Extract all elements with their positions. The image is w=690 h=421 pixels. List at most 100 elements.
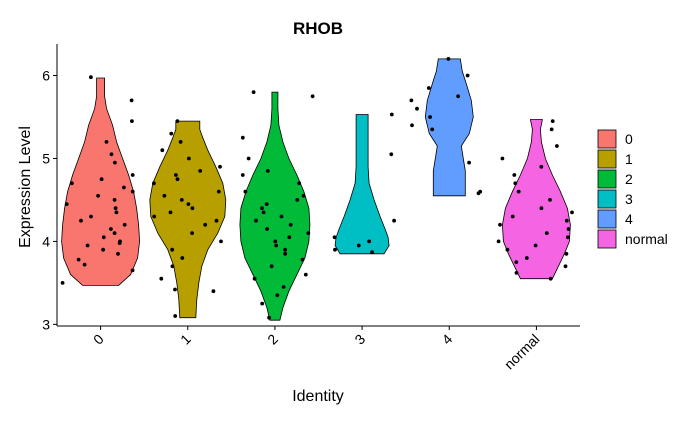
chart-title: RHOB (293, 19, 343, 38)
data-point (456, 94, 460, 99)
data-point (116, 251, 120, 256)
data-point (218, 164, 222, 169)
data-point (533, 243, 538, 248)
data-point (260, 206, 264, 211)
data-point (524, 256, 529, 260)
data-point (512, 173, 517, 177)
y-tick-label: 5 (42, 150, 50, 166)
data-point (275, 293, 280, 298)
data-point (109, 152, 114, 157)
data-point (130, 119, 134, 123)
legend-label: normal (625, 231, 668, 247)
legend-swatch (597, 229, 617, 249)
data-point (60, 281, 65, 285)
data-point (113, 160, 117, 165)
data-point (505, 247, 510, 252)
y-tick-label: 4 (42, 233, 50, 249)
data-point (370, 250, 374, 255)
data-point (549, 127, 554, 132)
data-point (283, 251, 288, 256)
data-point (180, 256, 185, 260)
data-point (186, 202, 191, 207)
data-point (261, 210, 266, 215)
x-tick-label: 0 (90, 331, 107, 348)
data-point (496, 239, 501, 244)
data-point (152, 181, 156, 186)
data-point (260, 301, 265, 306)
violin-3 (334, 114, 390, 255)
legend-label: 0 (625, 131, 633, 147)
legend-label: 4 (625, 211, 633, 227)
data-point (283, 247, 287, 252)
data-point (513, 181, 518, 186)
data-point (173, 287, 177, 292)
data-point (281, 285, 286, 289)
data-point (211, 289, 216, 294)
data-point (169, 131, 174, 136)
x-axis-ticks: 0 1 2 3 4 normal (90, 326, 543, 372)
data-point (498, 222, 502, 227)
data-point (500, 156, 505, 161)
data-point (566, 227, 571, 231)
x-tick-label: normal (501, 331, 543, 373)
data-point (300, 257, 305, 262)
data-point (160, 148, 165, 153)
data-point (252, 276, 257, 281)
data-point (565, 235, 570, 240)
data-point (548, 198, 552, 202)
legend-label: 1 (625, 151, 633, 167)
legend-label: 3 (625, 191, 633, 207)
data-point (356, 243, 361, 248)
violin-2 (239, 91, 311, 321)
x-tick-label: 4 (439, 331, 456, 348)
data-point (170, 247, 175, 252)
data-point (152, 214, 157, 219)
data-point (544, 231, 549, 236)
legend-label: 2 (625, 171, 633, 187)
data-point (510, 214, 515, 219)
data-point (173, 314, 178, 318)
data-point (214, 218, 219, 223)
legend-swatch (597, 189, 617, 209)
data-point (79, 218, 83, 223)
data-point (112, 198, 117, 202)
data-point (64, 202, 69, 207)
data-point (129, 98, 134, 103)
data-point (159, 276, 164, 281)
data-point (265, 169, 270, 173)
legend: 0 1 2 3 4 normal (597, 129, 668, 249)
violin-normal (501, 119, 571, 280)
data-point (130, 189, 135, 194)
data-point (426, 86, 431, 90)
legend-swatch (597, 209, 617, 229)
data-point (109, 227, 113, 231)
data-point (99, 177, 104, 182)
data-point (269, 264, 274, 269)
data-point (122, 185, 126, 190)
data-point (274, 243, 279, 248)
data-point (563, 264, 568, 269)
data-point (101, 247, 105, 252)
data-point (187, 156, 191, 161)
y-axis-label: Expression Level (17, 126, 34, 248)
data-point (303, 272, 308, 277)
data-point (301, 193, 306, 198)
data-point (295, 198, 300, 202)
data-point (162, 193, 167, 198)
x-tick-label: 2 (264, 331, 281, 348)
data-point (297, 181, 302, 186)
data-point (175, 177, 180, 182)
data-point (112, 231, 117, 236)
data-point (332, 235, 337, 240)
data-point (113, 206, 118, 211)
data-point (114, 210, 119, 215)
data-point (415, 106, 419, 111)
data-point (564, 251, 569, 256)
data-point (251, 90, 256, 94)
y-tick-label: 6 (42, 68, 50, 84)
data-point (243, 189, 248, 194)
data-point (367, 239, 371, 244)
data-point (288, 222, 293, 227)
data-point (104, 140, 109, 144)
